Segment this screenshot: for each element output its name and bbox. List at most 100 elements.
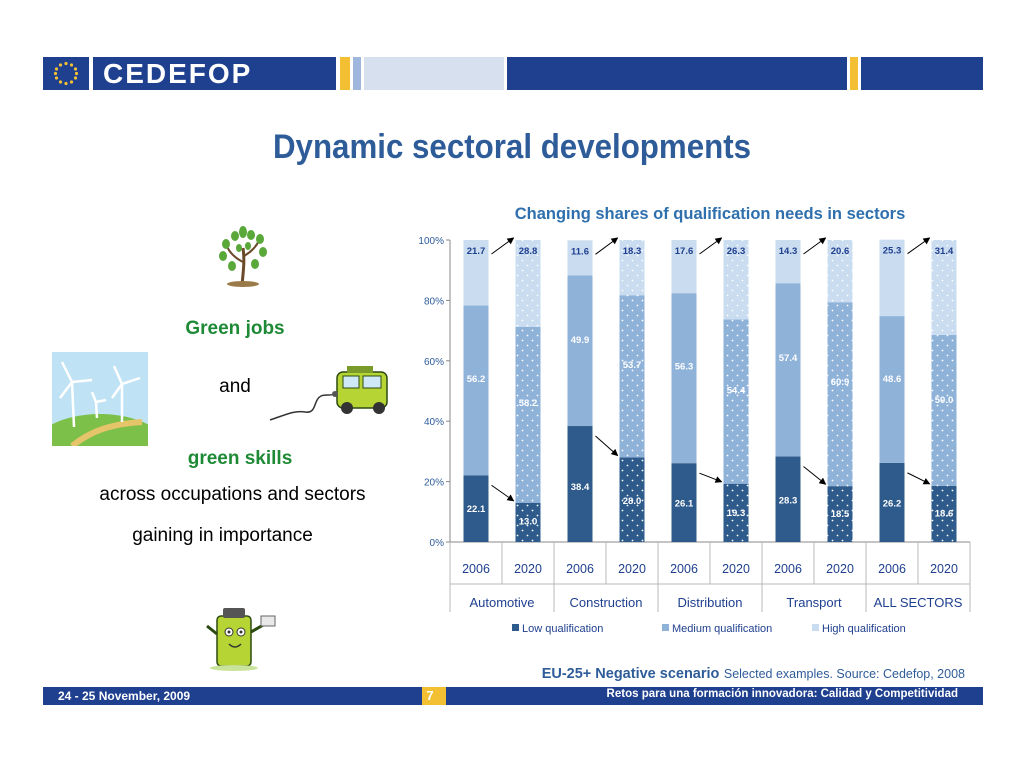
footer-date: 24 - 25 November, 2009 bbox=[58, 689, 191, 703]
group-label: Construction bbox=[570, 595, 643, 610]
brand-logo: CEDEFOP bbox=[93, 57, 336, 90]
bar-segment-low-qualification bbox=[619, 457, 645, 542]
header-accent-light bbox=[353, 57, 361, 90]
data-label: 11.6 bbox=[571, 246, 589, 257]
bar-segment-high-qualification bbox=[619, 240, 645, 296]
header-accent-pale bbox=[364, 57, 504, 90]
source-label: Selected examples. Source: Cedefop, 2008 bbox=[723, 667, 965, 681]
year-tick-label: 2006 bbox=[774, 562, 802, 576]
header-accent-dark-2 bbox=[861, 57, 983, 90]
bar-segment-low-qualification bbox=[931, 485, 957, 542]
stacked-bar-chart: 0% 20% 40% 60% 80% 100% 22.1 56.2 21.7 2006 13.0 58… bbox=[418, 236, 971, 635]
gaining-text: gaining in importance bbox=[132, 525, 313, 546]
bar-segment-low-qualification bbox=[671, 463, 697, 542]
footer-page-number: 7 bbox=[426, 688, 434, 703]
legend-label: Medium qualification bbox=[672, 623, 772, 635]
data-label: 26.3 bbox=[727, 246, 746, 257]
data-label: 56.2 bbox=[467, 374, 486, 385]
bar-segment-medium-qualification bbox=[879, 316, 905, 463]
year-tick-label: 2020 bbox=[618, 562, 646, 576]
trend-arrow-low bbox=[699, 472, 723, 483]
header-accent-yellow bbox=[340, 57, 350, 90]
trend-arrow-low bbox=[803, 466, 827, 485]
bar-segment-high-qualification bbox=[827, 240, 853, 303]
year-tick-label: 2020 bbox=[722, 562, 750, 576]
legend-swatch bbox=[662, 624, 669, 631]
data-label: 18.5 bbox=[831, 509, 850, 520]
page-title: Dynamic sectoral developments bbox=[272, 128, 752, 166]
data-label: 57.4 bbox=[779, 353, 798, 364]
bar-segment-low-qualification bbox=[879, 462, 905, 542]
chart-title: Changing shares of qualification needs i… bbox=[514, 205, 906, 223]
data-label: 28.3 bbox=[779, 496, 798, 507]
bar-segment-medium-qualification bbox=[775, 283, 801, 457]
group-label: Distribution bbox=[677, 595, 742, 610]
year-tick-label: 2006 bbox=[462, 562, 490, 576]
eu-stars-icon bbox=[53, 61, 79, 86]
trend-arrow-low bbox=[907, 472, 931, 485]
green-jobs-text: Green jobs bbox=[185, 318, 285, 339]
trend-arrow-high bbox=[595, 237, 619, 255]
year-tick-label: 2006 bbox=[878, 562, 906, 576]
year-tick-label: 2020 bbox=[826, 562, 854, 576]
data-label: 31.4 bbox=[935, 246, 954, 257]
chart-footnote: EU-25+ Negative scenario Selected exampl… bbox=[455, 665, 965, 683]
trend-arrow-high bbox=[699, 237, 723, 255]
trend-arrow-high bbox=[907, 237, 931, 255]
bar-segment-low-qualification bbox=[827, 486, 853, 542]
bar-segment-medium-qualification bbox=[723, 319, 749, 484]
data-label: 56.3 bbox=[675, 362, 694, 373]
year-tick-label: 2020 bbox=[930, 562, 958, 576]
bar-segment-low-qualification bbox=[775, 456, 801, 542]
bar-segment-medium-qualification bbox=[671, 293, 697, 464]
y-tick-label: 40% bbox=[424, 417, 444, 428]
data-label: 58.2 bbox=[519, 398, 538, 409]
bar-segment-low-qualification bbox=[723, 483, 749, 542]
tree-icon bbox=[219, 226, 267, 287]
y-tick-label: 0% bbox=[430, 538, 445, 549]
trend-arrow-high bbox=[491, 237, 515, 255]
group-label: ALL SECTORS bbox=[874, 595, 963, 610]
header-bar: CEDEFOP bbox=[43, 57, 983, 90]
eu-stars-logo bbox=[43, 57, 89, 90]
data-label: 60.9 bbox=[831, 377, 850, 388]
group-label: Transport bbox=[786, 595, 842, 610]
wind-turbines-illustration bbox=[52, 352, 148, 446]
bar-segment-high-qualification bbox=[931, 240, 957, 335]
header-accent-dark bbox=[507, 57, 847, 90]
data-label: 38.4 bbox=[571, 482, 590, 493]
bar-segment-medium-qualification bbox=[567, 275, 593, 427]
trend-arrow-low bbox=[595, 435, 619, 457]
bar-segment-low-qualification bbox=[567, 426, 593, 542]
data-label: 54.4 bbox=[727, 385, 746, 396]
footer-page-accent bbox=[422, 687, 446, 705]
trend-arrow-high bbox=[803, 237, 827, 255]
data-label: 48.6 bbox=[883, 374, 902, 385]
y-tick-label: 60% bbox=[424, 357, 444, 368]
bar-segment-high-qualification bbox=[671, 240, 697, 294]
y-tick-label: 100% bbox=[418, 236, 444, 247]
header-accent-yellow-2 bbox=[850, 57, 858, 90]
y-tick-label: 20% bbox=[424, 478, 444, 489]
data-label: 19.3 bbox=[727, 508, 746, 519]
scenario-label: EU-25+ Negative scenario bbox=[541, 666, 720, 682]
data-label: 28.0 bbox=[623, 496, 642, 507]
data-label: 28.8 bbox=[519, 246, 538, 257]
data-label: 22.1 bbox=[467, 504, 486, 515]
data-label: 49.9 bbox=[571, 335, 590, 346]
data-label: 20.6 bbox=[831, 246, 850, 257]
footer-event-title: Retos para una formación innovadora: Cal… bbox=[606, 688, 958, 700]
bar-segment-medium-qualification bbox=[463, 305, 489, 476]
year-tick-label: 2006 bbox=[670, 562, 698, 576]
legend-swatch bbox=[812, 624, 819, 631]
year-tick-label: 2006 bbox=[566, 562, 594, 576]
data-label: 18.3 bbox=[623, 246, 642, 257]
data-label: 26.1 bbox=[675, 499, 694, 510]
year-tick-label: 2020 bbox=[514, 562, 542, 576]
data-label: 26.2 bbox=[883, 498, 902, 509]
bar-segment-high-qualification bbox=[515, 240, 541, 327]
data-label: 13.0 bbox=[519, 516, 538, 527]
battery-character-icon bbox=[206, 608, 276, 671]
data-label: 53.7 bbox=[623, 360, 642, 371]
green-skills-text: green skills bbox=[187, 448, 293, 469]
